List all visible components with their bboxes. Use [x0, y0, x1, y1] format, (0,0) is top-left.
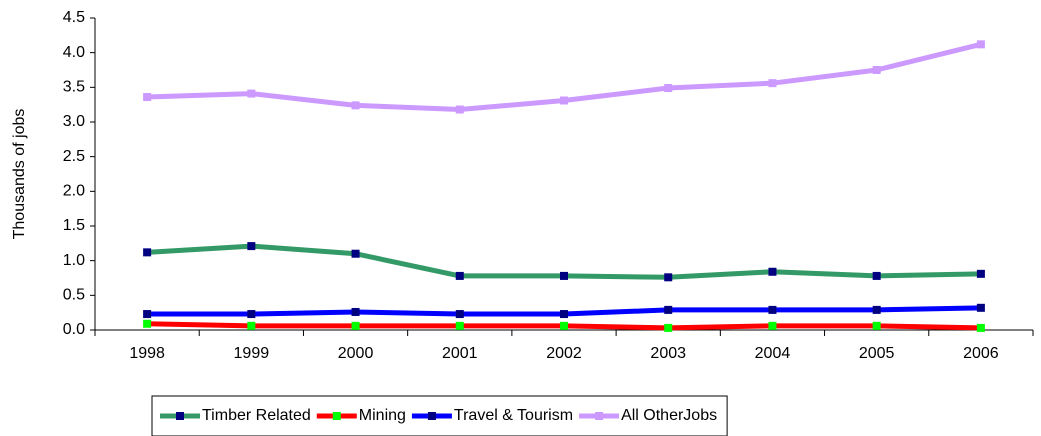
y-tick-label: 1.0	[63, 252, 85, 269]
marker	[872, 305, 881, 314]
marker	[455, 271, 464, 280]
legend-marker	[176, 412, 184, 420]
y-tick-label: 0.5	[63, 287, 85, 304]
legend-label: Mining	[359, 407, 406, 424]
legend-label: Timber Related	[202, 407, 311, 424]
marker	[976, 303, 985, 312]
marker	[455, 105, 464, 114]
legend-marker	[332, 412, 341, 420]
y-tick-label: 4.0	[63, 44, 85, 61]
x-tick-label: 1998	[129, 345, 165, 362]
marker	[143, 310, 152, 319]
marker	[351, 249, 360, 258]
x-tick-label: 2006	[963, 345, 999, 362]
marker	[768, 79, 777, 88]
marker	[976, 40, 985, 49]
marker	[664, 323, 673, 332]
marker	[872, 321, 881, 330]
marker	[247, 310, 256, 319]
y-tick-label: 2.5	[63, 148, 85, 165]
legend-label: All OtherJobs	[621, 407, 717, 424]
marker	[872, 66, 881, 74]
x-tick-label: 2004	[755, 345, 791, 362]
x-tick-label: 2001	[442, 345, 478, 362]
marker	[247, 242, 256, 251]
marker	[560, 310, 568, 319]
x-tick-label: 1999	[234, 345, 270, 362]
marker	[455, 321, 464, 330]
legend-marker	[427, 412, 436, 420]
marker	[560, 321, 568, 330]
marker	[351, 321, 360, 330]
marker	[351, 101, 360, 110]
marker	[143, 93, 152, 102]
y-axis-label: Thousands of jobs	[11, 109, 28, 240]
marker	[560, 96, 568, 105]
marker	[768, 305, 777, 314]
marker	[143, 248, 152, 257]
marker	[247, 321, 256, 330]
marker	[143, 319, 152, 328]
x-tick-label: 2000	[338, 345, 374, 362]
y-tick-label: 1.5	[63, 217, 85, 234]
marker	[560, 271, 568, 280]
marker	[664, 273, 673, 282]
marker	[768, 321, 777, 330]
marker	[247, 89, 256, 98]
y-tick-label: 3.0	[63, 113, 85, 130]
x-tick-label: 2003	[650, 345, 686, 362]
marker	[664, 305, 673, 314]
legend-marker	[595, 412, 604, 420]
y-tick-label: 3.5	[63, 79, 85, 96]
marker	[976, 323, 985, 332]
marker	[455, 310, 464, 319]
marker	[351, 307, 360, 316]
marker	[664, 84, 673, 93]
marker	[768, 267, 777, 276]
legend-label: Travel & Tourism	[454, 407, 573, 424]
y-tick-label: 2.0	[63, 183, 85, 200]
y-tick-label: 4.5	[63, 9, 85, 26]
x-tick-label: 2002	[546, 345, 582, 362]
y-tick-label: 0.0	[63, 321, 85, 338]
legend: Timber Related Mining Travel & Tourism All …	[151, 395, 728, 436]
x-tick-label: 2005	[859, 345, 895, 362]
marker	[976, 269, 985, 278]
marker	[872, 271, 881, 280]
